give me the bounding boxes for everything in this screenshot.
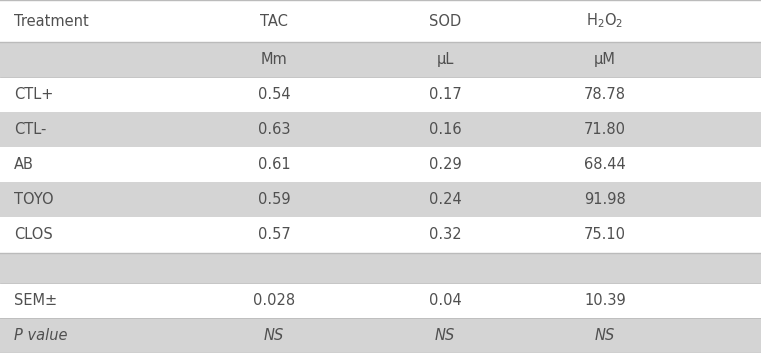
Text: 71.80: 71.80	[584, 122, 626, 137]
Text: TOYO: TOYO	[14, 192, 53, 208]
Bar	[0, 183, 761, 217]
Text: TAC: TAC	[260, 14, 288, 29]
Text: CTL+: CTL+	[14, 87, 53, 102]
Text: 68.44: 68.44	[584, 157, 626, 172]
Bar	[0, 217, 761, 252]
Text: 10.39: 10.39	[584, 293, 626, 308]
Text: 0.57: 0.57	[257, 227, 291, 243]
Text: 0.04: 0.04	[428, 293, 462, 308]
Bar	[0, 0, 761, 42]
Text: Mm: Mm	[260, 52, 288, 67]
Bar	[0, 77, 761, 112]
Text: 0.17: 0.17	[428, 87, 462, 102]
Bar	[0, 252, 761, 283]
Text: 0.16: 0.16	[429, 122, 461, 137]
Bar	[0, 283, 761, 318]
Text: NS: NS	[595, 328, 615, 343]
Text: SEM±: SEM±	[14, 293, 57, 308]
Bar	[0, 112, 761, 147]
Bar	[0, 147, 761, 183]
Text: 0.59: 0.59	[258, 192, 290, 208]
Text: 0.29: 0.29	[428, 157, 462, 172]
Text: AB: AB	[14, 157, 33, 172]
Text: Treatment: Treatment	[14, 14, 88, 29]
Text: H$_2$O$_2$: H$_2$O$_2$	[587, 12, 623, 30]
Text: 0.54: 0.54	[258, 87, 290, 102]
Text: SOD: SOD	[429, 14, 461, 29]
Text: NS: NS	[264, 328, 284, 343]
Text: 78.78: 78.78	[584, 87, 626, 102]
Text: 0.32: 0.32	[429, 227, 461, 243]
Text: 0.61: 0.61	[258, 157, 290, 172]
Text: μL: μL	[437, 52, 454, 67]
Text: 75.10: 75.10	[584, 227, 626, 243]
Text: 91.98: 91.98	[584, 192, 626, 208]
Text: μM: μM	[594, 52, 616, 67]
Text: 0.63: 0.63	[258, 122, 290, 137]
Text: 0.028: 0.028	[253, 293, 295, 308]
Text: 0.24: 0.24	[428, 192, 462, 208]
Text: CLOS: CLOS	[14, 227, 53, 243]
Bar	[0, 42, 761, 77]
Bar	[0, 318, 761, 353]
Text: P value: P value	[14, 328, 67, 343]
Text: NS: NS	[435, 328, 455, 343]
Text: CTL-: CTL-	[14, 122, 46, 137]
